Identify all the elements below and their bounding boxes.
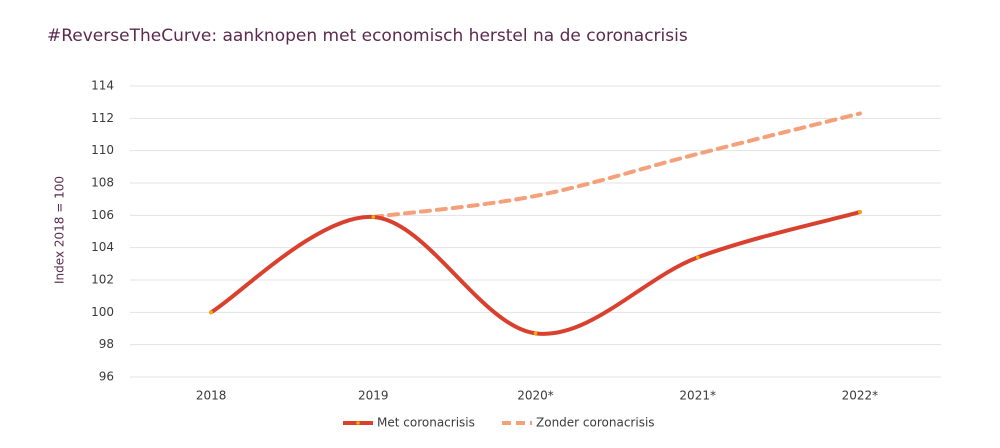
series-line: [209, 210, 862, 336]
series-line: [371, 111, 862, 219]
legend-label: Met coronacrisis: [377, 416, 475, 430]
marker: [695, 255, 700, 260]
y-tick-label: 106: [91, 208, 114, 222]
y-tick-label: 104: [91, 240, 114, 254]
marker: [209, 310, 213, 315]
x-tick-label: 2019: [358, 389, 389, 403]
legend-marker: [356, 421, 360, 425]
y-tick-label: 100: [91, 305, 114, 319]
x-tick-label: 2021*: [679, 389, 716, 403]
marker: [371, 215, 376, 219]
y-tick-label: 102: [91, 273, 114, 287]
marker: [533, 331, 538, 336]
y-tick-label: 110: [91, 143, 114, 157]
marker: [858, 210, 862, 214]
y-tick-label: 108: [91, 176, 114, 190]
x-tick-label: 2018: [196, 389, 227, 403]
x-tick-label: 2020*: [517, 389, 554, 403]
x-tick-label: 2022*: [842, 389, 879, 403]
legend-label: Zonder coronacrisis: [536, 416, 655, 430]
y-tick-label: 96: [99, 370, 114, 384]
y-axis-label: Index 2018 = 100: [53, 176, 67, 284]
y-tick-label: 98: [99, 337, 114, 351]
chart-title: #ReverseTheCurve: aanknopen met economis…: [47, 26, 688, 46]
y-tick-label: 112: [91, 111, 114, 125]
y-tick-label: 114: [91, 79, 114, 93]
